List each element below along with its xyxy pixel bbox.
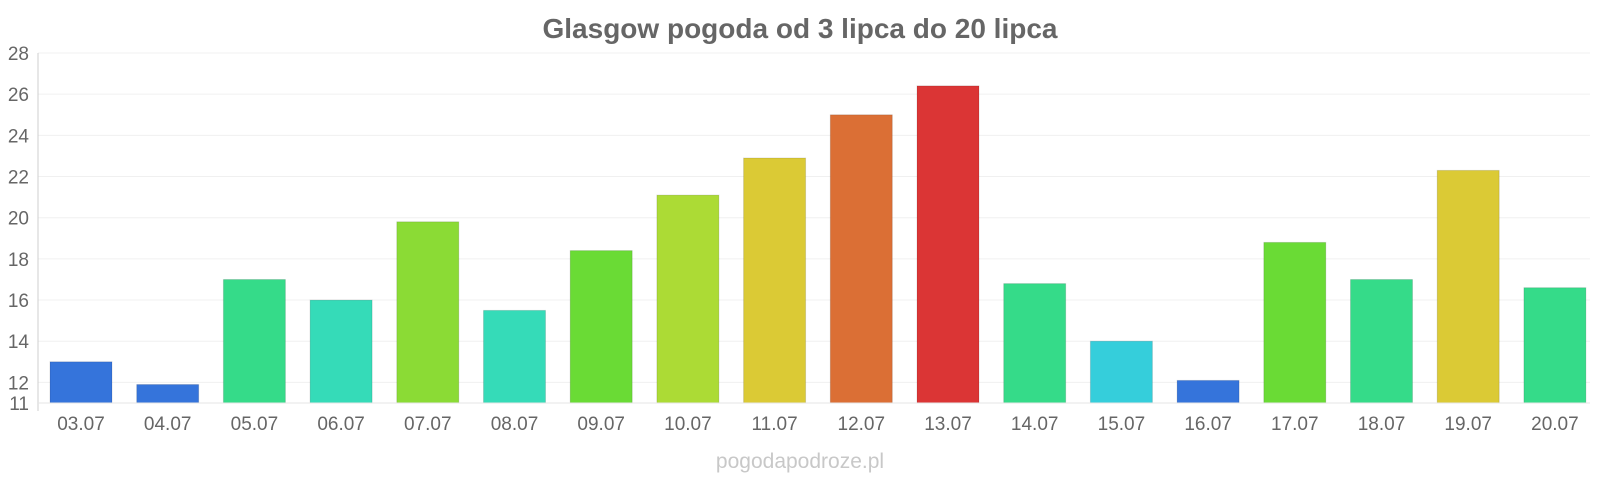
watermark: pogodapodroze.pl (716, 450, 884, 473)
y-tick-label: 11 (9, 394, 29, 415)
y-tick-label: 16 (8, 291, 29, 312)
axes (37, 53, 1590, 411)
x-tick-label: 09.07 (577, 414, 625, 435)
bar-12.07 (829, 114, 893, 404)
bar-09.07 (569, 250, 633, 404)
x-tick-label: 06.07 (317, 414, 365, 435)
x-tick-label: 10.07 (664, 414, 712, 435)
x-tick-label: 19.07 (1444, 414, 1492, 435)
x-tick-label: 16.07 (1184, 414, 1232, 435)
y-tick-label: 28 (8, 44, 29, 65)
x-tick-label: 11.07 (752, 414, 798, 435)
y-tick-label: 18 (8, 250, 29, 271)
x-tick-label: 14.07 (1011, 414, 1059, 435)
bar-03.07 (49, 361, 113, 404)
y-tick-label: 24 (8, 126, 30, 147)
bar-07.07 (396, 221, 460, 404)
x-tick-label: 03.07 (57, 414, 105, 435)
x-tick-label: 18.07 (1358, 414, 1406, 435)
bar-19.07 (1436, 169, 1500, 404)
x-tick-label: 20.07 (1531, 414, 1579, 435)
bar-14.07 (1003, 283, 1067, 404)
x-tick-label: 15.07 (1098, 414, 1146, 435)
bar-20.07 (1523, 287, 1587, 404)
bar-15.07 (1089, 340, 1153, 404)
x-tick-label: 04.07 (144, 414, 192, 435)
chart-title: Glasgow pogoda od 3 lipca do 20 lipca (543, 13, 1058, 44)
bar-08.07 (483, 309, 546, 404)
y-tick-label: 22 (8, 168, 29, 189)
x-tick-label: 05.07 (231, 414, 279, 435)
y-tick-label: 14 (8, 332, 30, 353)
x-tick-label: 07.07 (404, 414, 452, 435)
x-tick-label: 12.07 (838, 414, 886, 435)
bar-11.07 (743, 157, 807, 404)
bar-18.07 (1350, 279, 1413, 404)
y-tick-label: 26 (8, 85, 29, 106)
bar-06.07 (309, 299, 373, 404)
y-tick-label: 12 (8, 373, 29, 394)
x-axis-ticks: 03.07 04.07 05.07 06.07 07.07 08.07 09.07 10.07… (57, 414, 1578, 435)
bar-04.07 (136, 384, 200, 404)
bar-10.07 (656, 194, 720, 404)
bar-05.07 (222, 279, 286, 404)
y-tick-label: 20 (8, 209, 29, 230)
x-tick-label: 08.07 (491, 414, 539, 435)
x-tick-label: 17.07 (1271, 414, 1319, 435)
bar-16.07 (1176, 379, 1240, 404)
bars (49, 85, 1587, 404)
bar-17.07 (1263, 241, 1327, 404)
x-tick-label: 13.07 (924, 414, 972, 435)
bar-13.07 (916, 85, 980, 404)
grid-lines (38, 52, 1590, 383)
